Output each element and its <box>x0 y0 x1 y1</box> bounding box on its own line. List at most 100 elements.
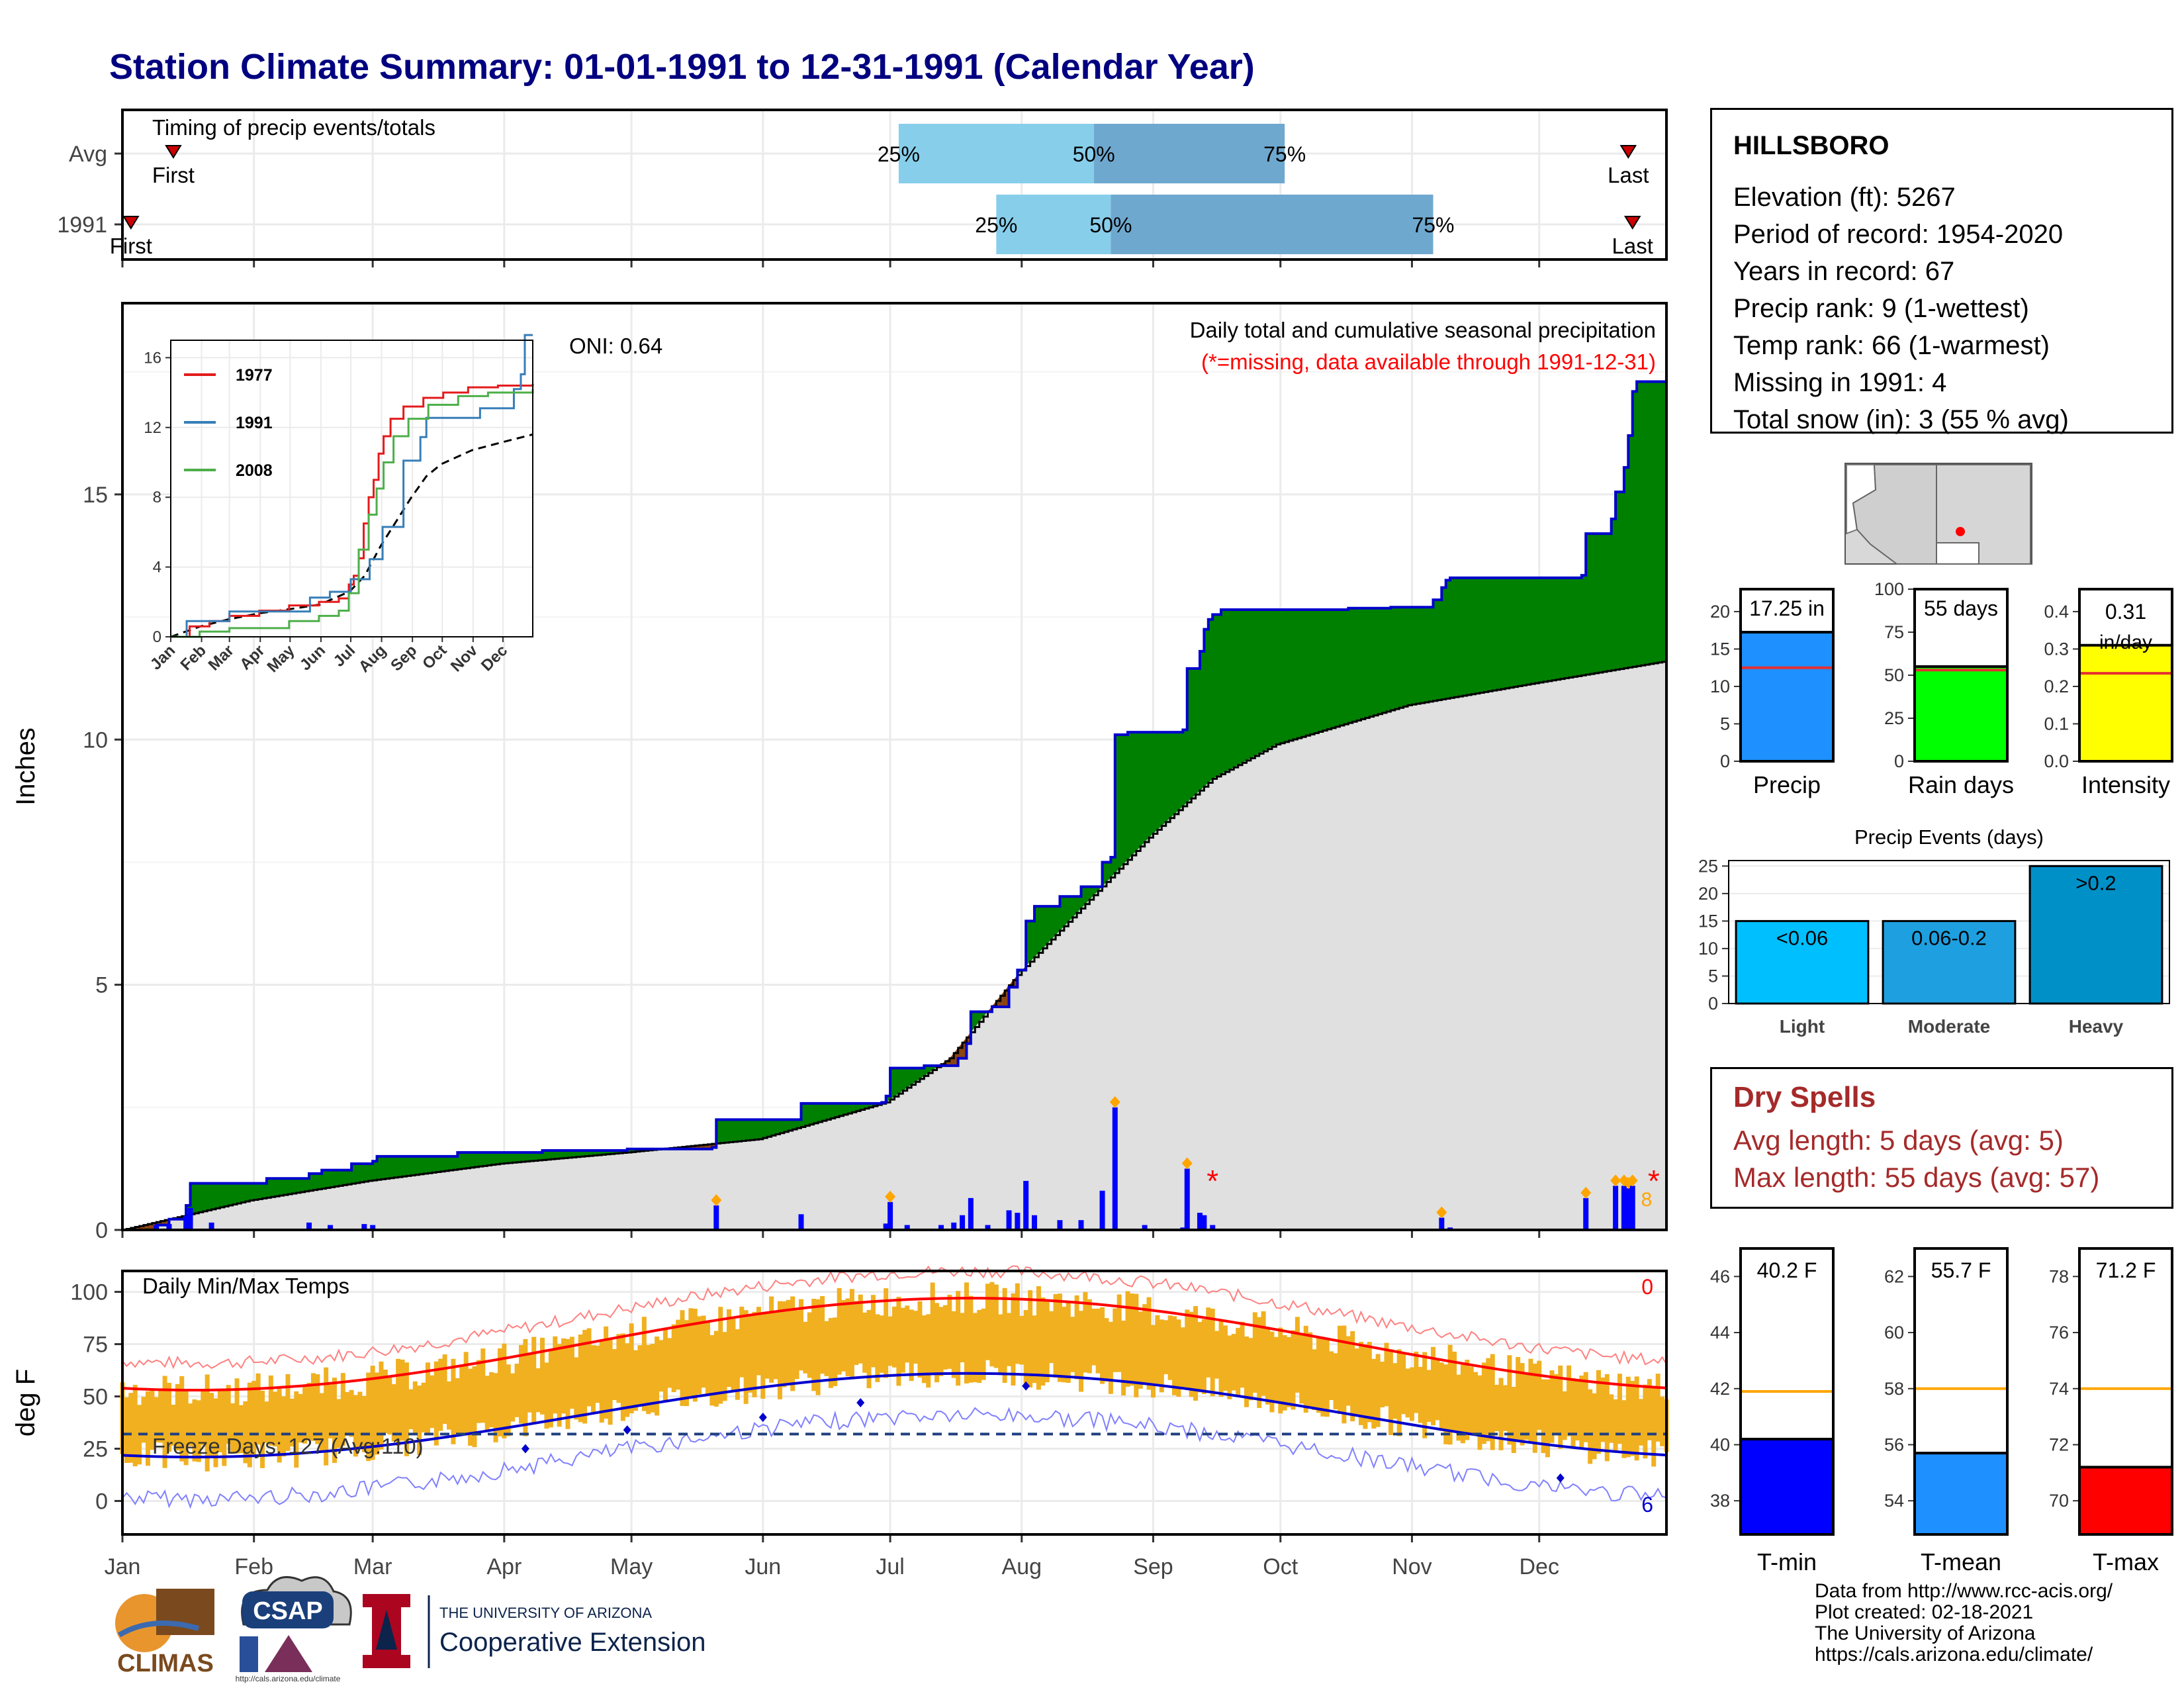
temps-daily-bar <box>205 1374 210 1472</box>
temps-month-label: Apr <box>486 1554 522 1579</box>
temps-daily-bar <box>1456 1374 1461 1441</box>
summary-ytick-label: 50 <box>1884 665 1904 685</box>
temps-daily-bar <box>298 1393 303 1443</box>
temps-daily-bar <box>213 1398 218 1468</box>
temps-daily-bar <box>849 1289 854 1377</box>
temps-daily-bar <box>1134 1293 1139 1397</box>
temps-ytick-label: 100 <box>70 1280 108 1305</box>
temps-daily-bar <box>1265 1329 1271 1405</box>
temps-daily-bar <box>1498 1378 1504 1450</box>
temps-daily-bar <box>306 1383 312 1440</box>
temps-daily-bar <box>540 1337 545 1415</box>
temps-daily-bar <box>1308 1332 1313 1408</box>
precip-daily-bar <box>1112 1107 1118 1230</box>
tempbar-ytick-label: 40 <box>1710 1434 1730 1454</box>
timing-first-label: First <box>110 234 152 258</box>
precip-frame <box>121 302 1668 1231</box>
summary-value-label: 55 days <box>1924 596 1998 620</box>
logos: CLIMAS CSAP http://cals.arizona.edu/climat… <box>115 1575 705 1683</box>
temps-daily-bar <box>1057 1293 1062 1382</box>
temps-daily-bar <box>1091 1308 1097 1366</box>
temps-daily-bar <box>1630 1381 1635 1456</box>
tempbar-ytick-label: 60 <box>1884 1323 1904 1342</box>
temps-daily-bar <box>900 1307 905 1373</box>
timing-label: Timing of precip events/totals <box>152 115 435 140</box>
temps-daily-bar <box>158 1390 163 1443</box>
ua-bottom-text: Cooperative Extension <box>439 1628 705 1657</box>
temps-daily-bar <box>884 1288 889 1378</box>
temps-daily-bar <box>1609 1394 1614 1443</box>
timing-p75-label: 75% <box>1263 142 1306 166</box>
temps-daily-bar <box>824 1321 829 1376</box>
climas-wave-icon <box>117 1620 200 1638</box>
temps-daily-bar <box>1197 1322 1203 1393</box>
temps-daily-bar <box>709 1335 715 1406</box>
temps-daily-bar <box>1418 1366 1423 1423</box>
temps-daily-bar <box>1502 1385 1508 1431</box>
temps-daily-bar <box>777 1301 782 1399</box>
footer-created: Plot created: 02-18-2021 <box>1815 1601 2034 1623</box>
precip-big-marker <box>1580 1186 1592 1199</box>
temps-daily-bar <box>858 1294 863 1364</box>
temps-daily-bar <box>574 1357 579 1420</box>
events-category-label: Light <box>1780 1016 1825 1037</box>
temps-daily-bar <box>879 1315 884 1373</box>
temps-daily-bar <box>565 1338 570 1429</box>
events-bar-light <box>1735 919 1870 1005</box>
precip-big-marker <box>1627 1174 1638 1187</box>
temps-ytick-label: 25 <box>83 1436 108 1462</box>
temps-daily-bar <box>985 1284 991 1360</box>
summary-value-unit: in/day <box>2099 632 2152 653</box>
temps-daily-bar <box>637 1345 643 1405</box>
temps-daily-bar <box>773 1312 778 1380</box>
temps-daily-bar <box>951 1311 956 1378</box>
temps-daily-bar <box>731 1317 736 1391</box>
timing-row-label: 1991 <box>57 212 107 238</box>
temps-daily-bar <box>1422 1352 1428 1438</box>
temps-daily-bar <box>942 1305 948 1370</box>
precip-daily-bar <box>1006 1210 1012 1230</box>
inset-legend-label: 1977 <box>236 366 273 385</box>
temps-daily-bar <box>1007 1313 1012 1366</box>
tempbar-bar-0 <box>1741 1439 1833 1534</box>
precip-big-marker <box>1181 1157 1193 1170</box>
temps-daily-bar <box>1257 1317 1262 1408</box>
temps-daily-bar <box>1465 1360 1470 1440</box>
temps-daily-bar <box>396 1358 401 1446</box>
temps-daily-bar <box>786 1299 791 1383</box>
temps-daily-bar <box>1116 1294 1122 1372</box>
temps-daily-bar <box>375 1372 380 1455</box>
temps-daily-bar <box>285 1374 291 1451</box>
temps-daily-bar <box>739 1306 745 1378</box>
temps-daily-bar <box>1342 1325 1347 1424</box>
events-ytick-label: 0 <box>1708 994 1718 1013</box>
precip-daily-bar <box>1613 1186 1619 1230</box>
temps-daily-bar <box>289 1398 295 1447</box>
temps-daily-bar <box>1163 1320 1169 1374</box>
inset-frame <box>170 340 533 637</box>
temps-daily-bar <box>1452 1351 1457 1431</box>
tempbar-ytick-label: 76 <box>2049 1323 2069 1342</box>
temps-daily-bar <box>1558 1365 1563 1449</box>
temps-daily-bar <box>905 1305 910 1363</box>
dry-spells-title: Dry Spells <box>1733 1081 1876 1113</box>
temps-daily-bar <box>260 1390 265 1468</box>
precip-daily-bar <box>951 1222 957 1230</box>
temps-daily-bar <box>854 1301 859 1366</box>
tempbar-value-label: 71.2 F <box>2096 1258 2156 1282</box>
temps-daily-bar <box>1125 1291 1130 1387</box>
precip-daily-bar <box>883 1223 889 1230</box>
temps-daily-bar <box>1435 1359 1440 1421</box>
temps-daily-bar <box>743 1310 749 1404</box>
temps-daily-bar <box>1511 1387 1516 1453</box>
temps-daily-bar <box>1278 1327 1283 1414</box>
temps-ytick-label: 75 <box>83 1333 108 1358</box>
precip-daily-bar <box>328 1225 334 1230</box>
temps-daily-bar <box>650 1344 655 1413</box>
temps-daily-bar <box>1345 1336 1351 1406</box>
temps-daily-bar <box>938 1307 944 1376</box>
temps-daily-bar <box>1248 1338 1253 1401</box>
temps-daily-bar <box>463 1352 469 1436</box>
precip-daily-bar <box>1184 1168 1190 1230</box>
